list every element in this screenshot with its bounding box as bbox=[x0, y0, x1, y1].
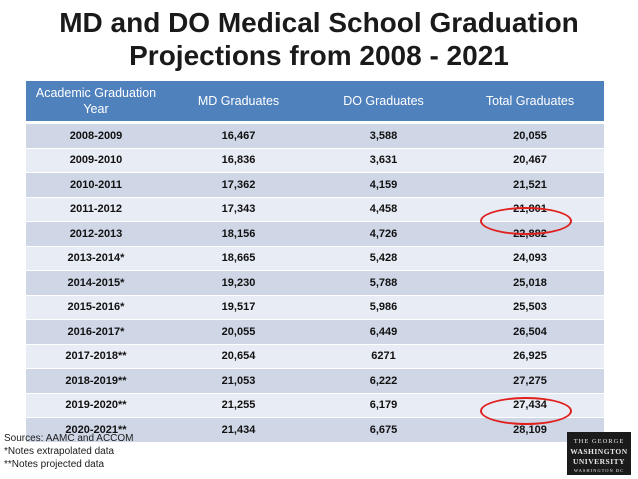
cell-total: 24,093 bbox=[456, 245, 604, 271]
cell-do: 5,788 bbox=[311, 270, 456, 295]
cell-md: 18,665 bbox=[166, 245, 311, 271]
logo-line-3: UNIVERSITY bbox=[572, 457, 626, 466]
cell-total: 21,801 bbox=[456, 196, 604, 222]
cell-do: 4,458 bbox=[311, 196, 456, 222]
cell-total: 27,434 bbox=[456, 392, 604, 418]
cell-year: 2014-2015* bbox=[26, 270, 166, 295]
cell-md: 20,055 bbox=[166, 319, 311, 344]
cell-total: 20,055 bbox=[456, 122, 604, 148]
cell-year: 2008-2009 bbox=[26, 122, 166, 148]
cell-year: 2019-2020** bbox=[26, 392, 166, 418]
table-body: 2008-2009 16,467 3,588 20,055 2009-2010 16,83… bbox=[26, 122, 604, 442]
cell-md: 21,434 bbox=[166, 417, 311, 442]
logo-line-4: WASHINGTON DC bbox=[573, 468, 625, 473]
cell-year: 2013-2014* bbox=[26, 245, 166, 271]
table-row: 2011-2012 17,343 4,458 21,801 bbox=[26, 196, 604, 222]
table-row: 2014-2015* 19,230 5,788 25,018 bbox=[26, 270, 604, 295]
cell-total: 27,275 bbox=[456, 368, 604, 393]
cell-do: 3,631 bbox=[311, 147, 456, 173]
cell-total: 26,925 bbox=[456, 343, 604, 369]
slide-title: MD and DO Medical School Graduation Proj… bbox=[0, 6, 638, 72]
cell-do: 6,222 bbox=[311, 368, 456, 393]
graduation-table: Academic Graduation Year MD Graduates DO… bbox=[26, 81, 604, 442]
cell-md: 20,654 bbox=[166, 343, 311, 369]
projected-note: **Notes projected data bbox=[4, 459, 105, 470]
cell-year: 2020-2021** bbox=[26, 417, 166, 442]
cell-year: 2011-2012 bbox=[26, 196, 166, 222]
cell-md: 19,517 bbox=[166, 294, 311, 320]
sources-note: Sources: AAMC and ACCOM bbox=[4, 433, 134, 444]
cell-year: 2010-2011 bbox=[26, 172, 166, 197]
cell-do: 3,588 bbox=[311, 122, 456, 148]
cell-md: 21,053 bbox=[166, 368, 311, 393]
table-row: 2012-2013 18,156 4,726 22,882 bbox=[26, 221, 604, 246]
cell-year: 2016-2017* bbox=[26, 319, 166, 344]
cell-do: 6,449 bbox=[311, 319, 456, 344]
cell-total: 20,467 bbox=[456, 147, 604, 173]
table-row: 2010-2011 17,362 4,159 21,521 bbox=[26, 172, 604, 197]
cell-do: 4,159 bbox=[311, 172, 456, 197]
cell-do: 5,986 bbox=[311, 294, 456, 320]
table-row: 2017-2018** 20,654 6271 26,925 bbox=[26, 343, 604, 369]
cell-year: 2012-2013 bbox=[26, 221, 166, 246]
cell-year: 2015-2016* bbox=[26, 294, 166, 320]
gwu-logo: THE GEORGE WASHINGTON UNIVERSITY WASHING… bbox=[567, 432, 631, 475]
table-header-row: Academic Graduation Year MD Graduates DO… bbox=[26, 81, 604, 124]
table-row: 2020-2021** 21,434 6,675 28,109 bbox=[26, 417, 604, 442]
cell-do: 4,726 bbox=[311, 221, 456, 246]
table-row: 2015-2016* 19,517 5,986 25,503 bbox=[26, 294, 604, 320]
title-line-1: MD and DO Medical School Graduation bbox=[59, 7, 579, 38]
table-row: 2018-2019** 21,053 6,222 27,275 bbox=[26, 368, 604, 393]
cell-md: 18,156 bbox=[166, 221, 311, 246]
cell-md: 16,836 bbox=[166, 147, 311, 173]
header-do-graduates: DO Graduates bbox=[311, 81, 456, 124]
table-row: 2013-2014* 18,665 5,428 24,093 bbox=[26, 245, 604, 271]
table-row: 2008-2009 16,467 3,588 20,055 bbox=[26, 122, 604, 148]
cell-md: 16,467 bbox=[166, 122, 311, 148]
cell-md: 21,255 bbox=[166, 392, 311, 418]
cell-md: 17,362 bbox=[166, 172, 311, 197]
extrapolated-note: *Notes extrapolated data bbox=[4, 446, 115, 457]
cell-total: 26,504 bbox=[456, 319, 604, 344]
cell-do: 5,428 bbox=[311, 245, 456, 271]
table-row: 2019-2020** 21,255 6,179 27,434 bbox=[26, 392, 604, 418]
cell-total: 25,503 bbox=[456, 294, 604, 320]
header-md-graduates: MD Graduates bbox=[166, 81, 311, 124]
cell-total: 22,882 bbox=[456, 221, 604, 246]
cell-year: 2018-2019** bbox=[26, 368, 166, 393]
cell-md: 17,343 bbox=[166, 196, 311, 222]
title-line-2: Projections from 2008 - 2021 bbox=[129, 40, 509, 71]
cell-do: 6,675 bbox=[311, 417, 456, 442]
cell-total: 21,521 bbox=[456, 172, 604, 197]
footnotes: Sources: AAMC and ACCOM *Notes extrapola… bbox=[4, 432, 134, 471]
header-total-graduates: Total Graduates bbox=[456, 81, 604, 124]
cell-year: 2017-2018** bbox=[26, 343, 166, 369]
logo-line-1: THE GEORGE bbox=[573, 438, 625, 445]
cell-md: 19,230 bbox=[166, 270, 311, 295]
logo-line-2: WASHINGTON bbox=[570, 447, 628, 456]
table-row: 2016-2017* 20,055 6,449 26,504 bbox=[26, 319, 604, 344]
cell-total: 25,018 bbox=[456, 270, 604, 295]
cell-do: 6271 bbox=[311, 343, 456, 369]
cell-year: 2009-2010 bbox=[26, 147, 166, 173]
header-academic-year: Academic Graduation Year bbox=[26, 81, 166, 124]
cell-do: 6,179 bbox=[311, 392, 456, 418]
table-row: 2009-2010 16,836 3,631 20,467 bbox=[26, 147, 604, 173]
